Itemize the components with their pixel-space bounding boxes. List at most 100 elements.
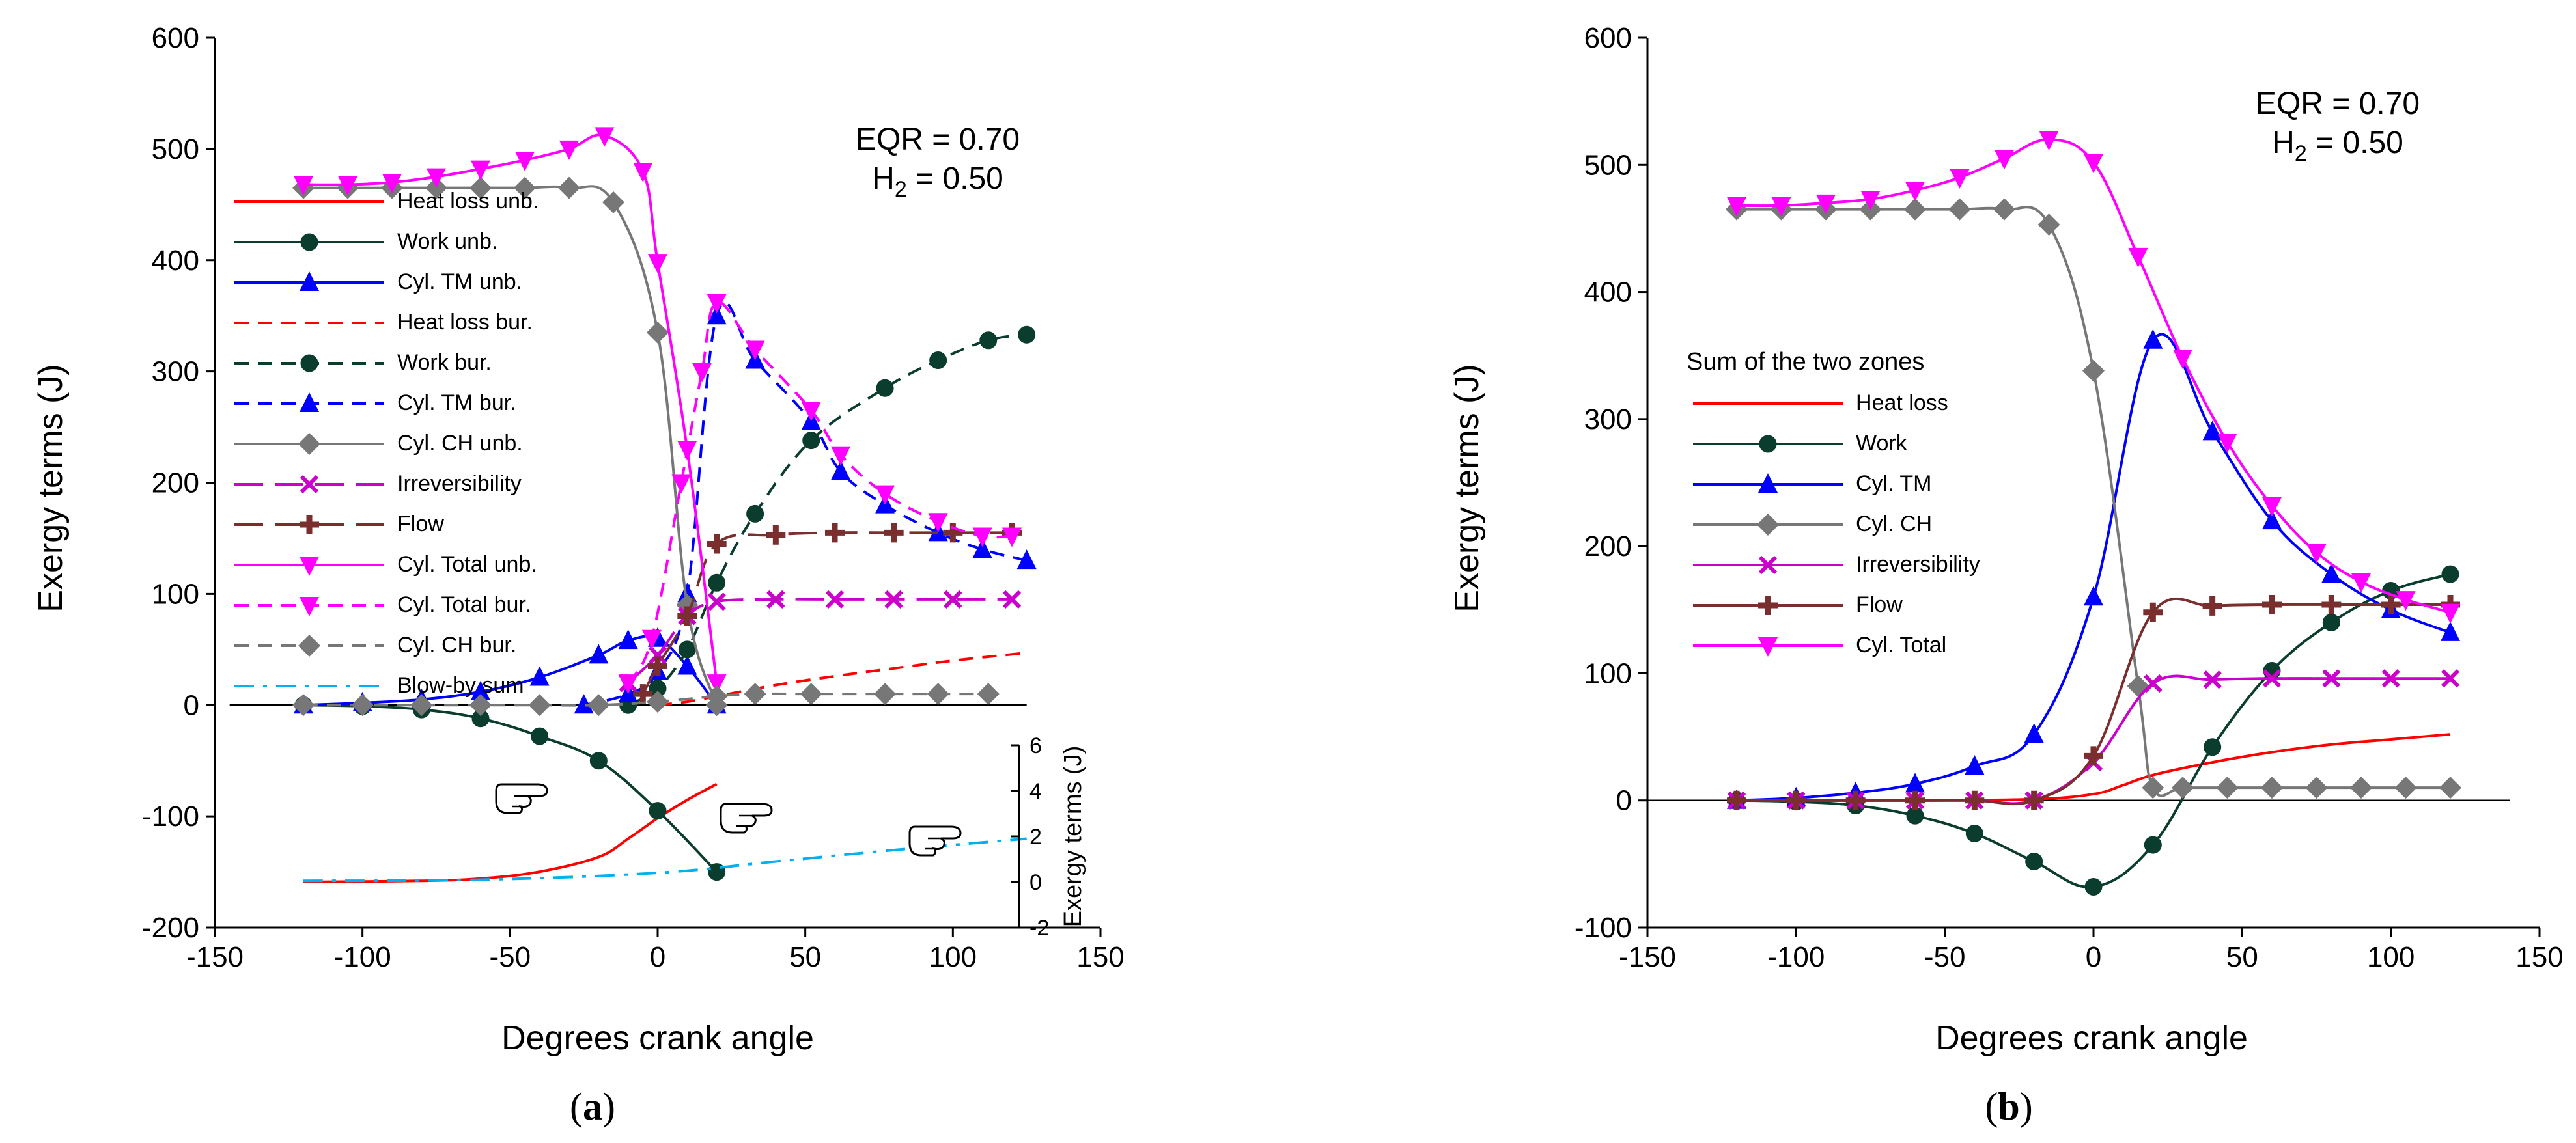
legend-label: Heat loss <box>1856 391 1948 415</box>
data-point <box>1905 182 1925 202</box>
legend-marker <box>300 233 318 251</box>
legend-label: Cyl. CH unb. <box>397 431 523 456</box>
legend-label: Irreversibility <box>1856 552 1980 577</box>
data-point <box>338 176 357 196</box>
series-cyl-tm-bur <box>574 301 1037 714</box>
series-cyl-ch <box>1726 198 2461 799</box>
legend-b: Sum of the two zones Heat loss Work Cyl. TM… <box>1687 348 1980 657</box>
data-point <box>1018 325 1036 344</box>
legend-item: Heat loss bur. <box>234 310 533 335</box>
data-point <box>2142 777 2164 799</box>
data-point <box>618 674 638 695</box>
data-point <box>2394 777 2417 799</box>
y-tick-label: 600 <box>152 22 199 54</box>
data-point <box>831 460 851 480</box>
legend-label: Work bur. <box>397 350 492 375</box>
x-tick-label: 100 <box>2367 941 2415 973</box>
data-point <box>618 629 638 650</box>
data-point <box>2144 836 2162 854</box>
y-tick-label: 500 <box>1584 149 1632 181</box>
inset-y-tick-label: 0 <box>1029 870 1042 895</box>
legend-item: Irreversibility <box>1693 552 1980 577</box>
y-tick-label: 400 <box>152 245 199 277</box>
y-axis-title-a: Exergy terms (J) <box>32 364 70 612</box>
legend-item: Flow <box>234 512 444 536</box>
data-point <box>574 694 594 714</box>
legend-marker <box>1758 555 1778 575</box>
data-point <box>2173 350 2192 370</box>
data-point <box>825 523 845 543</box>
data-point <box>2322 613 2340 631</box>
data-point <box>2262 594 2282 614</box>
legend-marker <box>1759 435 1777 453</box>
y-tick-label: 400 <box>1584 277 1632 309</box>
inset-y-tick-label: 4 <box>1029 779 1042 804</box>
x-tick-label: -50 <box>490 941 531 973</box>
data-point <box>1905 790 1925 810</box>
data-point <box>1904 198 1926 221</box>
series-line <box>657 651 1027 707</box>
data-point <box>531 727 549 745</box>
pointer-hands-a <box>495 783 962 857</box>
data-point <box>2202 420 2222 441</box>
data-point <box>766 590 785 609</box>
pointing-hand-icon <box>908 825 962 857</box>
data-point <box>677 655 697 675</box>
legend-item: Irreversibility <box>234 471 522 496</box>
data-point <box>471 680 490 700</box>
y-tick-label: 200 <box>1584 530 1632 562</box>
pointing-hand-icon <box>495 783 548 814</box>
data-point <box>648 656 667 676</box>
legend-marker <box>1758 473 1778 493</box>
data-point <box>678 640 696 659</box>
series-cyl-ch-bur <box>292 683 1000 717</box>
data-point <box>671 474 692 494</box>
x-tick-label: 0 <box>650 941 665 973</box>
data-point <box>587 694 610 717</box>
data-point <box>2262 510 2282 530</box>
data-point <box>589 644 609 664</box>
legend-marker <box>1758 596 1778 615</box>
series-line <box>641 531 1012 695</box>
data-point <box>2381 594 2401 614</box>
data-point <box>707 294 727 314</box>
data-point <box>1002 527 1022 547</box>
y-tick-label: 0 <box>1616 785 1632 817</box>
annotation-h2-b: H2 = 0.50 <box>2272 126 2403 166</box>
y-tick-label: 100 <box>152 578 199 610</box>
series-heat-loss-unb <box>303 782 718 883</box>
legend-marker <box>300 597 319 616</box>
data-point <box>1016 549 1037 570</box>
legend-item: Cyl. TM unb. <box>234 269 522 294</box>
data-point <box>641 629 662 650</box>
series-line <box>627 598 1012 684</box>
y-tick-label: 0 <box>184 689 199 721</box>
data-point <box>927 683 949 706</box>
legend-item: Heat loss <box>1693 391 1948 415</box>
x-tick-label: -150 <box>186 941 244 973</box>
series-cyl-total-unb <box>294 127 727 695</box>
data-point <box>707 305 727 325</box>
data-point <box>2084 746 2103 766</box>
legend-marker <box>298 433 320 455</box>
data-point <box>707 534 727 554</box>
data-point <box>2172 777 2194 799</box>
data-point <box>425 176 447 199</box>
data-point <box>647 691 669 713</box>
data-point <box>2441 669 2460 688</box>
legend-marker <box>1758 637 1778 657</box>
data-point <box>2321 594 2342 614</box>
data-point <box>972 538 992 558</box>
data-point <box>595 127 615 147</box>
data-point <box>292 694 315 717</box>
x-tick-label: -50 <box>1924 941 1966 973</box>
data-point <box>529 666 550 686</box>
x-tick-label: -100 <box>334 941 391 973</box>
data-point <box>705 685 728 708</box>
data-point <box>649 802 667 820</box>
data-point <box>800 683 822 706</box>
legend-item: Cyl. Total <box>1693 633 1946 657</box>
inset-y-tick-label: 2 <box>1029 825 1042 849</box>
